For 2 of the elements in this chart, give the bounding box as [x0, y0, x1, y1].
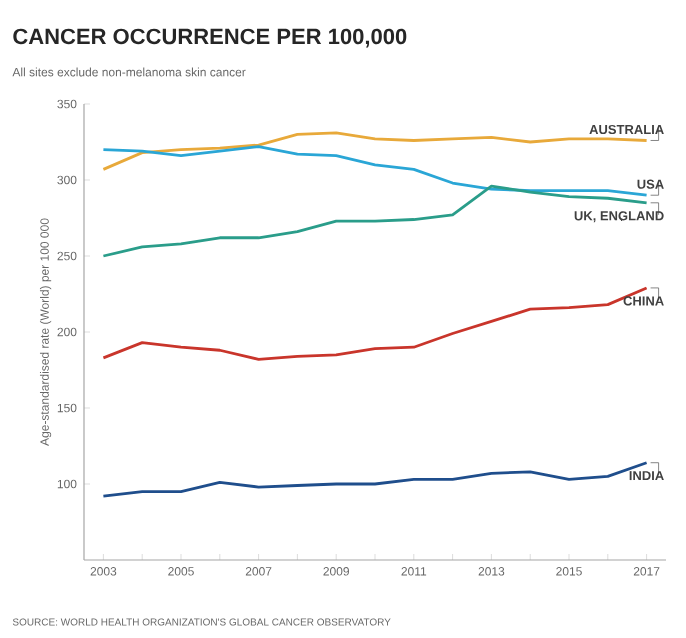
line-series [102, 131, 648, 171]
chart-title: CANCER OCCURRENCE PER 100,000 [13, 28, 407, 48]
